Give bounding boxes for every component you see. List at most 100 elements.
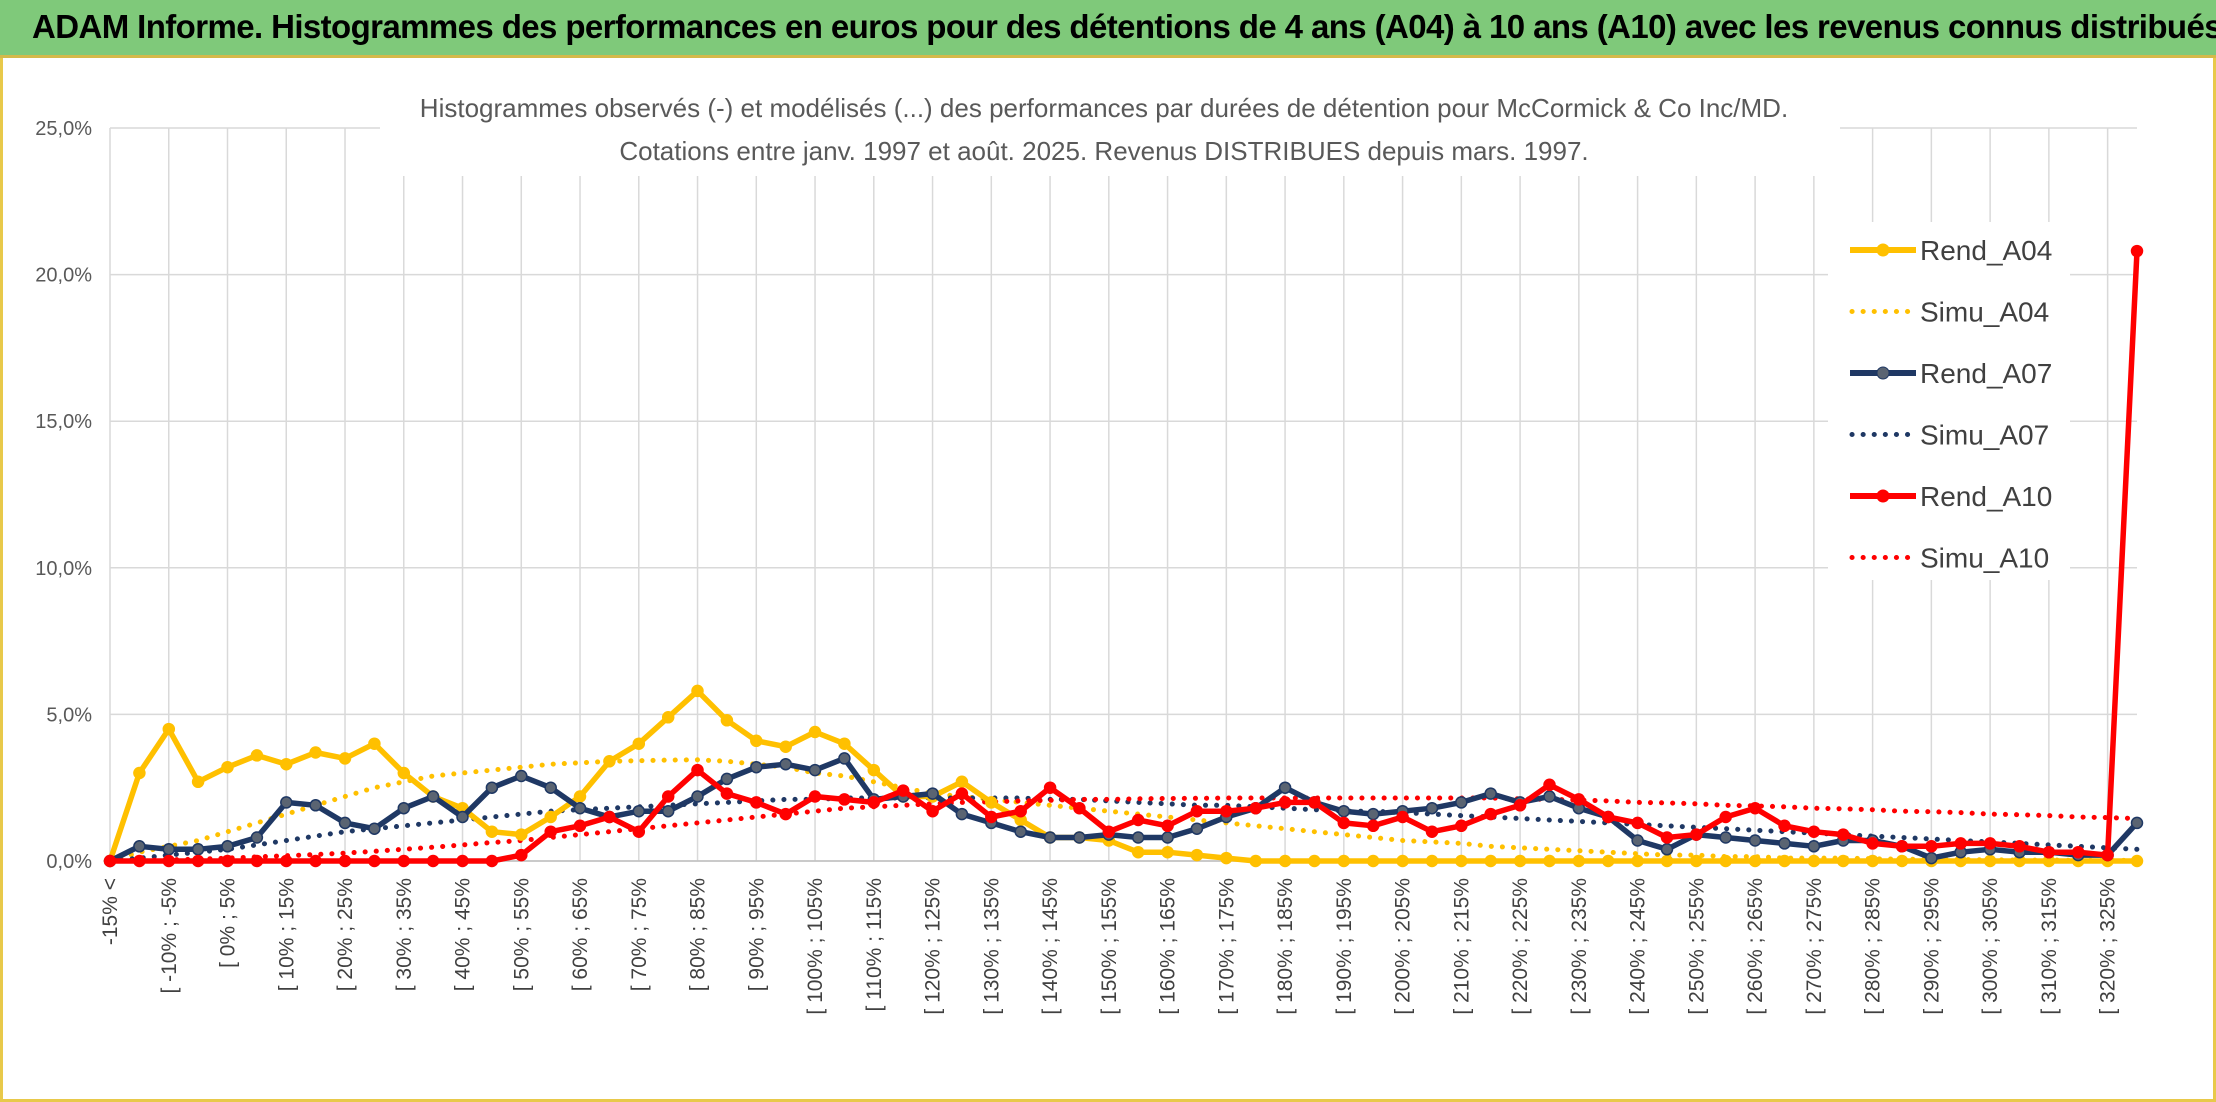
x-tick-label: [ 220% ; 225% bbox=[1509, 878, 1532, 1015]
data-point-rend-a10 bbox=[1190, 804, 1204, 818]
x-tick-label: [ 300% ; 305% bbox=[1979, 878, 2002, 1015]
y-tick-label: 10,0% bbox=[35, 558, 92, 580]
data-point-rend-a04 bbox=[162, 722, 176, 736]
data-point-rend-a07 bbox=[779, 757, 792, 771]
x-tick-label: [ 240% ; 245% bbox=[1627, 878, 1650, 1015]
data-point-rend-a04 bbox=[955, 775, 969, 789]
data-point-rend-a07 bbox=[250, 831, 264, 844]
data-point-rend-a04 bbox=[1983, 854, 1997, 868]
data-point-rend-a04 bbox=[720, 714, 734, 727]
legend-marker-rend-a10 bbox=[1876, 489, 1890, 503]
data-point-rend-a10 bbox=[309, 854, 322, 868]
data-point-rend-a04 bbox=[1337, 854, 1351, 868]
data-point-rend-a10 bbox=[1748, 801, 1762, 815]
x-axis-ticks: -15% < [ -10% ; -5% [ 0% ; 5% [ 10% ; 15% [ … bbox=[99, 878, 2120, 1015]
data-point-rend-a04 bbox=[1131, 845, 1145, 859]
data-point-rend-a10 bbox=[1396, 810, 1409, 824]
data-point-rend-a10 bbox=[1807, 825, 1821, 838]
data-point-rend-a10 bbox=[896, 784, 910, 797]
data-point-rend-a04 bbox=[779, 740, 792, 753]
x-tick-label: [ 160% ; 165% bbox=[1157, 878, 1180, 1015]
data-point-rend-a10 bbox=[1690, 828, 1703, 841]
report-title: ADAM Informe. Histogrammes des performan… bbox=[32, 8, 2216, 45]
data-point-rend-a07 bbox=[691, 790, 704, 803]
x-tick-label: [ 100% ; 105% bbox=[804, 878, 827, 1015]
data-point-rend-a04 bbox=[632, 737, 646, 750]
x-tick-label: -15% < bbox=[99, 878, 122, 945]
data-point-rend-a07 bbox=[1073, 831, 1086, 844]
data-point-rend-a10 bbox=[1455, 819, 1468, 833]
data-point-rend-a10 bbox=[750, 796, 763, 809]
data-point-rend-a04 bbox=[1836, 854, 1850, 868]
data-point-rend-a07 bbox=[2130, 816, 2144, 830]
data-point-rend-a04 bbox=[250, 749, 264, 762]
data-point-rend-a07 bbox=[1778, 837, 1791, 850]
series-line-simu-a07 bbox=[107, 795, 2140, 864]
data-point-rend-a04 bbox=[1220, 851, 1233, 865]
chart-frame bbox=[0, 58, 2216, 1102]
data-point-rend-a10 bbox=[280, 854, 293, 868]
legend-label-simu-a10: Simu_A10 bbox=[1920, 543, 2049, 574]
x-tick-label: [ 260% ; 265% bbox=[1744, 878, 1767, 1015]
x-tick-label: [ 290% ; 295% bbox=[1920, 878, 1943, 1015]
data-point-rend-a07 bbox=[720, 772, 734, 786]
data-point-rend-a10 bbox=[426, 854, 440, 868]
data-point-rend-a10 bbox=[720, 787, 734, 800]
data-point-rend-a07 bbox=[426, 790, 440, 803]
data-point-rend-a04 bbox=[838, 737, 851, 750]
data-point-rend-a04 bbox=[1866, 854, 1879, 868]
data-point-rend-a10 bbox=[1836, 828, 1850, 841]
data-point-rend-a10 bbox=[191, 854, 205, 868]
data-point-rend-a07 bbox=[456, 810, 469, 824]
x-tick-label: [ 90% ; 95% bbox=[745, 878, 768, 991]
data-point-rend-a10 bbox=[250, 854, 264, 868]
x-tick-label: [ 70% ; 75% bbox=[628, 878, 651, 991]
x-tick-label: [ 230% ; 235% bbox=[1568, 878, 1591, 1015]
data-point-rend-a07 bbox=[1425, 801, 1439, 815]
data-point-rend-a10 bbox=[1161, 819, 1174, 833]
data-point-rend-a07 bbox=[368, 822, 381, 835]
data-point-rend-a04 bbox=[573, 790, 587, 803]
legend-label-rend-a07: Rend_A07 bbox=[1920, 358, 2052, 389]
series-line-rend-a10 bbox=[110, 250, 2140, 864]
data-point-rend-a04 bbox=[515, 828, 528, 841]
chart-title-background bbox=[380, 84, 1840, 176]
data-point-rend-a10 bbox=[338, 854, 352, 868]
data-point-rend-a07 bbox=[338, 816, 352, 830]
data-point-rend-a07 bbox=[1484, 787, 1497, 800]
data-point-rend-a07 bbox=[1131, 831, 1145, 844]
data-point-rend-a10 bbox=[1102, 825, 1116, 838]
data-point-rend-a10 bbox=[1484, 807, 1497, 821]
data-point-rend-a04 bbox=[1513, 854, 1527, 868]
data-point-rend-a10 bbox=[1543, 778, 1556, 792]
data-point-rend-a10 bbox=[1660, 831, 1674, 844]
data-point-rend-a04 bbox=[1895, 854, 1909, 868]
report-header: ADAM Informe. Histogrammes des performan… bbox=[0, 0, 2216, 58]
data-point-rend-a07 bbox=[573, 801, 587, 815]
x-tick-label: [ 180% ; 185% bbox=[1274, 878, 1297, 1015]
data-point-rend-a10 bbox=[1220, 804, 1233, 818]
data-point-rend-a04 bbox=[867, 763, 881, 777]
data-point-rend-a04 bbox=[691, 684, 704, 698]
data-point-rend-a04 bbox=[1690, 854, 1703, 868]
x-tick-label: [ 280% ; 285% bbox=[1862, 878, 1885, 1015]
legend-marker-rend-a07 bbox=[1876, 366, 1890, 380]
x-tick-label: [ 320% ; 325% bbox=[2097, 878, 2120, 1015]
data-point-rend-a10 bbox=[485, 854, 499, 868]
y-tick-label: 15,0% bbox=[35, 411, 92, 433]
data-point-rend-a04 bbox=[368, 737, 381, 750]
data-point-rend-a04 bbox=[221, 760, 234, 774]
data-point-rend-a10 bbox=[2042, 845, 2056, 859]
data-point-rend-a07 bbox=[1161, 831, 1174, 844]
data-point-rend-a10 bbox=[1983, 837, 1997, 850]
data-point-rend-a04 bbox=[1484, 854, 1497, 868]
data-point-rend-a04 bbox=[603, 755, 616, 768]
chart-title: Histogrammes observés (-) et modélisés (… bbox=[420, 93, 1788, 123]
data-point-rend-a04 bbox=[133, 766, 146, 780]
data-point-rend-a10 bbox=[515, 848, 528, 862]
data-point-rend-a07 bbox=[1337, 804, 1351, 818]
legend-label-simu-a04: Simu_A04 bbox=[1920, 297, 2049, 328]
data-point-rend-a10 bbox=[867, 796, 881, 809]
data-point-rend-a10 bbox=[1337, 816, 1351, 830]
data-point-rend-a10 bbox=[2071, 845, 2085, 859]
